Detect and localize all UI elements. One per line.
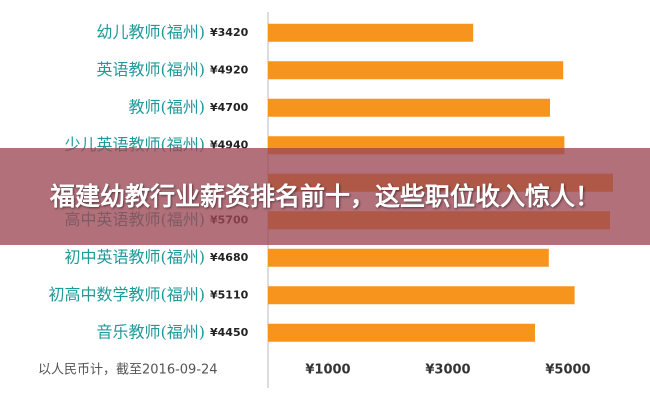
y-tick-label: 英语教师(福州) bbox=[97, 60, 206, 79]
banner-title: 福建幼教行业薪资排名前十，这些职位收入惊人！ bbox=[49, 181, 600, 211]
value-label: ¥4680 bbox=[210, 251, 249, 264]
x-tick-label: ¥5000 bbox=[545, 363, 590, 378]
value-label: ¥4700 bbox=[210, 101, 249, 114]
value-label: ¥3420 bbox=[210, 26, 249, 39]
bar bbox=[268, 286, 575, 305]
y-tick-label: 初高中数学教师(福州) bbox=[49, 285, 206, 304]
y-tick-label: 幼儿教师(福州) bbox=[97, 22, 206, 41]
x-tick-label: ¥1000 bbox=[305, 363, 350, 378]
value-label: ¥4920 bbox=[210, 63, 249, 76]
x-tick-label: ¥3000 bbox=[425, 363, 470, 378]
bar bbox=[268, 23, 474, 42]
bar bbox=[268, 248, 549, 267]
bar bbox=[268, 98, 550, 117]
y-tick-label: 初中英语教师(福州) bbox=[65, 247, 206, 266]
y-tick-label: 教师(福州) bbox=[129, 97, 206, 116]
value-label: ¥4450 bbox=[210, 326, 249, 339]
bar bbox=[268, 61, 564, 80]
bar bbox=[268, 323, 535, 342]
chart-note: 以人民币计，截至2016-09-24 bbox=[38, 363, 218, 378]
y-tick-label: 音乐教师(福州) bbox=[97, 322, 206, 341]
banner: 福建幼教行业薪资排名前十，这些职位收入惊人！ bbox=[0, 148, 650, 245]
value-label: ¥5110 bbox=[210, 288, 249, 301]
